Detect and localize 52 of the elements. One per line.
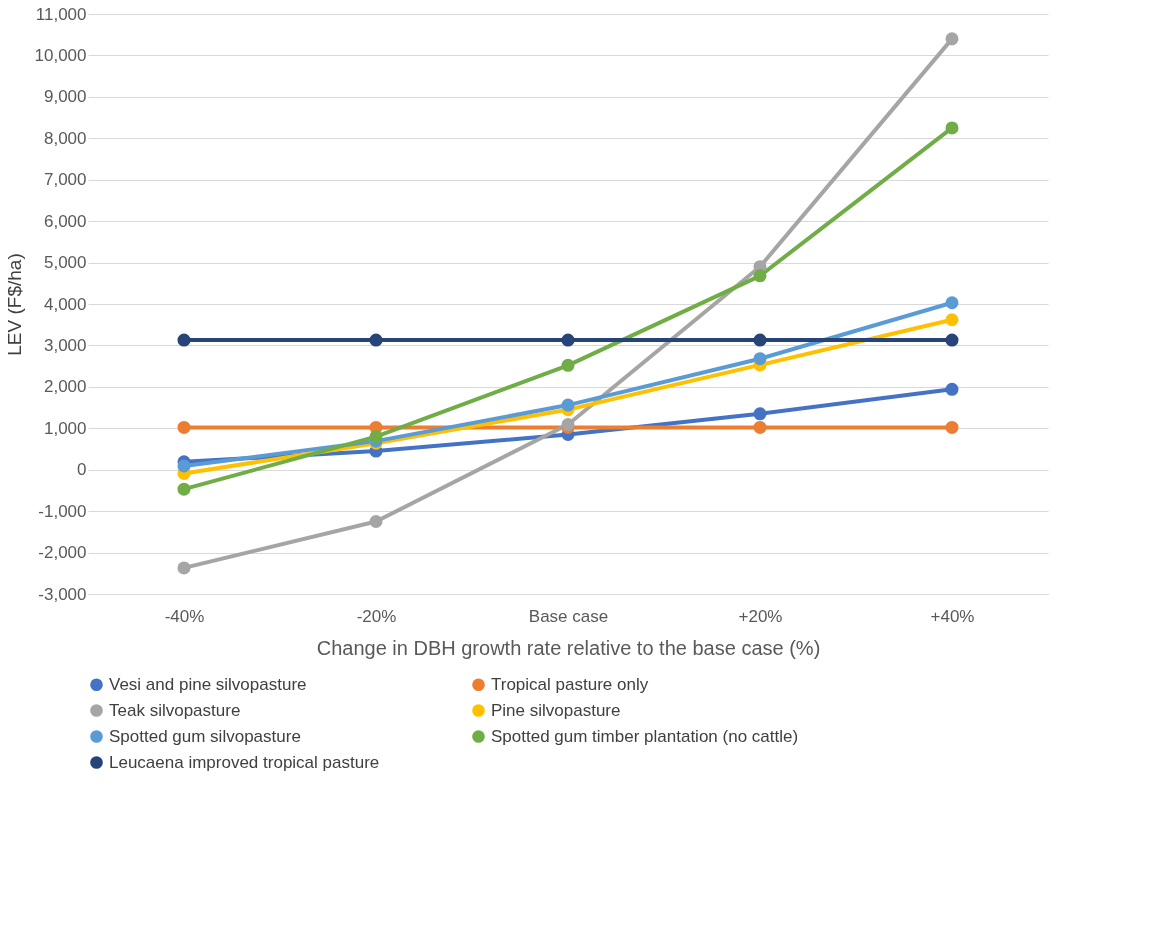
point (177, 459, 191, 473)
point (369, 514, 383, 529)
y-tick-label: 7,000 (43, 170, 87, 190)
x-tick-label: -40% (164, 606, 205, 626)
point (561, 358, 575, 372)
legend-label: Spotted gum timber plantation (no cattle) (491, 726, 799, 746)
point (945, 296, 959, 310)
point (369, 333, 383, 347)
legend-label: Leucaena improved tropical pasture (109, 752, 380, 772)
y-tick-label: 3,000 (43, 335, 87, 355)
point (945, 121, 959, 135)
x-tick-label: Base case (528, 606, 609, 626)
legend-label: Pine silvopasture (491, 700, 621, 720)
point (177, 482, 191, 496)
point (177, 420, 191, 434)
point (753, 352, 767, 366)
x-tick-label: -20% (356, 606, 397, 626)
x-tick-label: +20% (738, 606, 783, 626)
legend-label: Vesi and pine silvopasture (109, 674, 307, 694)
x-tick-label: +40% (930, 606, 975, 626)
y-axis-title: LEV (F$/ha) (3, 253, 25, 356)
point (369, 430, 383, 444)
point (561, 398, 575, 412)
y-tick-label: 1,000 (43, 418, 87, 438)
y-tick-label: 9,000 (43, 87, 87, 107)
legend-label: Tropical pasture only (491, 674, 649, 694)
point (945, 382, 959, 396)
point (561, 333, 575, 347)
y-tick-label: 4,000 (43, 294, 87, 314)
point (753, 420, 767, 434)
y-tick-label: 8,000 (43, 128, 87, 148)
point (945, 313, 959, 327)
legend-label: Spotted gum silvopasture (109, 726, 301, 746)
y-tick-label: 0 (77, 460, 87, 480)
y-tick-label: 10,000 (34, 45, 87, 65)
point (945, 32, 959, 46)
y-tick-label: 6,000 (43, 211, 87, 231)
point (753, 407, 767, 421)
y-tick-label: 11,000 (35, 4, 87, 24)
y-tick-label: -1,000 (38, 501, 87, 521)
legend-label: Teak silvopasture (109, 700, 241, 720)
point (177, 561, 191, 575)
point (753, 333, 767, 347)
point (753, 269, 767, 283)
y-tick-label: 5,000 (43, 253, 87, 273)
y-tick-label: -2,000 (38, 543, 87, 563)
point (945, 420, 959, 434)
point (945, 333, 959, 347)
y-tick-label: -3,000 (38, 584, 87, 604)
y-tick-label: 2,000 (43, 377, 87, 397)
point (177, 333, 191, 347)
x-axis-title: Change in DBH growth rate relative to the base case (%) (316, 636, 821, 659)
